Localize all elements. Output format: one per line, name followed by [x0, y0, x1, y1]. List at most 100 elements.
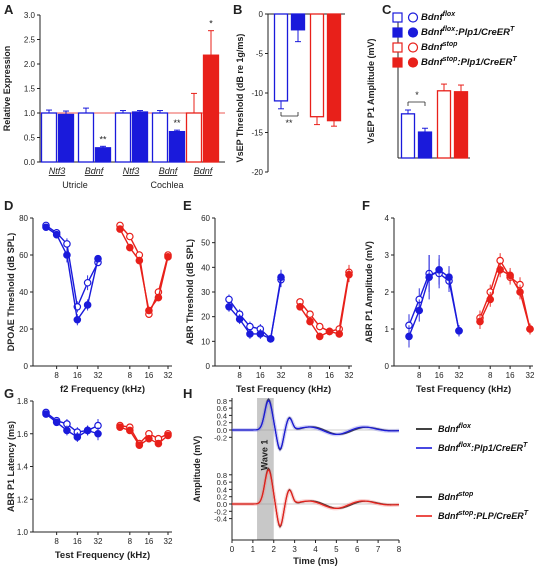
e-y-tick-label: 40 [201, 263, 210, 272]
h-x-axis-label: Time (ms) [293, 556, 338, 566]
d-data-point [52, 230, 61, 239]
h-legend-label: Bdnfstop:PLP/CreERT [438, 510, 529, 521]
legend-label-sup: flox [443, 11, 457, 18]
a-region-label-cochlea: Cochlea [150, 180, 183, 190]
f-x-tick-label: 8 [488, 371, 493, 380]
e-data-point [315, 332, 324, 341]
f-data-point [526, 325, 534, 333]
f-y-tick-label: 4 [385, 214, 390, 223]
c-bar [436, 90, 452, 159]
h-x-tick-label: 5 [334, 545, 339, 554]
a-bar [40, 112, 58, 163]
d-data-point [126, 232, 134, 241]
d-x-axis-label: f2 Frequency (kHz) [60, 384, 145, 395]
e-data-point [345, 270, 353, 279]
d-data-point [83, 278, 92, 287]
d-data-point [63, 240, 71, 248]
f-y-axis-label: ABR P1 Amplitude (mV) [364, 241, 374, 343]
panel-letter-g: G [4, 386, 14, 401]
d-data-point [164, 253, 172, 261]
e-data-point [225, 302, 233, 311]
a-bar [151, 112, 169, 163]
e-x-axis-label: Test Frequency (kHz) [236, 384, 331, 395]
h-legend-label-sup: flox [459, 442, 473, 449]
panel-letter-h: H [183, 386, 192, 401]
d-x-tick-label: 32 [164, 371, 173, 380]
a-bar [185, 112, 203, 163]
d-data-point [94, 254, 102, 263]
a-bar [168, 130, 186, 163]
e-x-tick-label: 32 [345, 371, 354, 380]
panel-letter-e: E [183, 198, 192, 213]
e-y-tick-label: 20 [201, 313, 210, 322]
e-y-tick-label: 50 [201, 239, 210, 248]
g-x-tick-label: 16 [144, 537, 153, 546]
c-significance-mark: * [415, 90, 419, 100]
a-y-tick-label: 3.0 [24, 11, 36, 20]
a-significance-mark: ** [173, 118, 181, 128]
e-data-point [246, 322, 254, 331]
panel-letter-a: A [4, 2, 14, 17]
c-bar [453, 91, 469, 159]
h-y-tick-label: 0.8 [217, 471, 227, 480]
a-bar [131, 111, 149, 163]
legend-label-sup: stop [443, 56, 459, 63]
h-legend-label-base: Bdnf [438, 492, 459, 502]
f-x-tick-label: 32 [455, 371, 464, 380]
e-data-point [277, 273, 285, 282]
h-y-tick-label: 0.6 [217, 404, 227, 413]
d-x-tick-label: 16 [144, 371, 153, 380]
a-significance-mark: ** [99, 134, 107, 144]
d-y-tick-label: 80 [19, 214, 28, 223]
g-y-tick-label: 1.4 [17, 463, 29, 472]
legend-label: Bdnfflox:Plp1/CreERT [421, 26, 515, 38]
f-y-tick-label: 3 [385, 251, 390, 260]
legend-label-sup: stop [443, 41, 459, 48]
f-data-point [435, 265, 443, 274]
f-x-tick-label: 16 [435, 371, 444, 380]
h-x-tick-label: 2 [272, 545, 277, 554]
h-x-tick-label: 6 [355, 545, 360, 554]
f-data-point [516, 288, 524, 296]
e-data-point [306, 310, 314, 319]
a-group-label: Bdnf [194, 166, 214, 176]
legend-swatch-square [392, 12, 403, 23]
h-legend-label-suffix: :Plp1/CreER [471, 443, 524, 453]
legend-label: Bdnfstop [421, 41, 458, 53]
e-y-tick-label: 10 [201, 337, 210, 346]
g-data-point [52, 418, 61, 427]
e-x-tick-label: 16 [325, 371, 334, 380]
b-bar [290, 13, 306, 31]
f-data-point [496, 265, 504, 274]
b-y-tick-label: -15 [251, 129, 263, 138]
e-y-tick-label: 30 [201, 288, 210, 297]
legend-label-suffix: :Plp1/CreER [455, 27, 510, 38]
a-bar [57, 113, 75, 163]
d-y-tick-label: 60 [19, 251, 28, 260]
d-y-tick-label: 20 [19, 325, 28, 334]
f-data-point [476, 317, 484, 326]
h-y-tick-label: -0.4 [214, 515, 227, 524]
f-series-line [408, 268, 460, 337]
legend-label-suffix-sup: T [510, 26, 515, 33]
g-data-point [116, 423, 124, 432]
f-x-axis-label: Test Frequency (kHz) [416, 384, 511, 395]
a-y-tick-label: 0.5 [24, 134, 36, 143]
a-group-label: Bdnf [159, 166, 179, 176]
g-x-tick-label: 32 [164, 537, 173, 546]
f-data-point [415, 306, 424, 315]
h-x-tick-label: 3 [292, 545, 297, 554]
e-data-point [296, 302, 304, 311]
g-data-point [164, 431, 172, 440]
c-y-axis-label: VsEP P1 Amplitude (mV) [366, 38, 376, 143]
d-data-point [145, 306, 153, 315]
panel-letter-b: B [233, 2, 242, 17]
e-x-tick-label: 16 [256, 371, 265, 380]
d-data-point [116, 225, 124, 233]
h-y-tick-label: 0.0 [217, 500, 227, 509]
d-data-point [83, 301, 92, 309]
d-x-tick-label: 32 [94, 371, 103, 380]
g-data-point [126, 426, 134, 435]
panel-letter-d: D [4, 198, 13, 213]
f-data-point [405, 332, 413, 341]
